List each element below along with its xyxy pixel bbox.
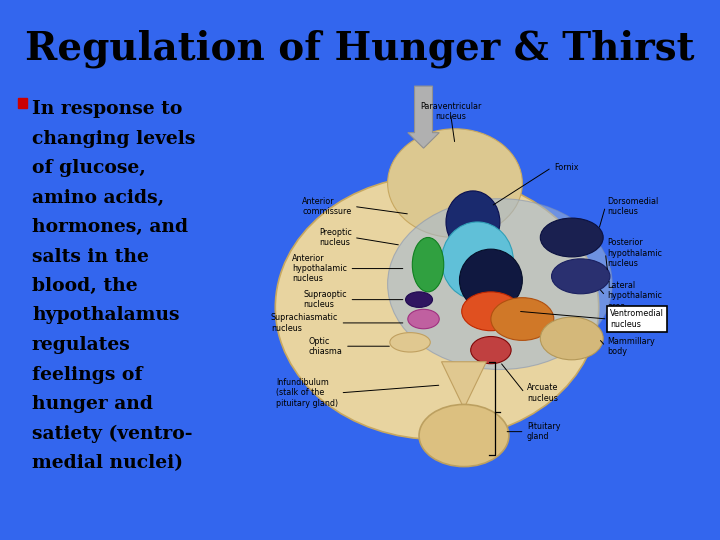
Ellipse shape xyxy=(462,292,520,330)
Text: Arcuate
nucleus: Arcuate nucleus xyxy=(527,383,558,402)
Ellipse shape xyxy=(491,298,554,340)
Ellipse shape xyxy=(471,336,511,364)
Text: Ventromedial
nucleus: Ventromedial nucleus xyxy=(610,309,664,329)
Text: Preoptic
nucleus: Preoptic nucleus xyxy=(319,228,351,247)
Text: Paraventricular
nucleus: Paraventricular nucleus xyxy=(420,102,481,121)
Bar xyxy=(18,98,27,108)
Text: Anterior
hypothalamic
nucleus: Anterior hypothalamic nucleus xyxy=(292,254,347,284)
Ellipse shape xyxy=(387,199,612,369)
Text: amino acids,: amino acids, xyxy=(32,188,164,206)
Ellipse shape xyxy=(459,249,522,311)
Text: Pituitary
gland: Pituitary gland xyxy=(527,422,560,441)
Text: Infundibulum
(stalk of the
pituitary gland): Infundibulum (stalk of the pituitary gla… xyxy=(276,378,338,408)
Text: hormones, and: hormones, and xyxy=(32,218,188,236)
Ellipse shape xyxy=(552,259,610,294)
Text: Posterior
hypothalamic
nucleus: Posterior hypothalamic nucleus xyxy=(608,238,662,268)
Text: In response to: In response to xyxy=(32,100,182,118)
Ellipse shape xyxy=(540,218,603,257)
Polygon shape xyxy=(441,362,487,408)
Ellipse shape xyxy=(405,292,433,307)
Text: Anterior
commissure: Anterior commissure xyxy=(302,197,351,216)
Text: medial nuclei): medial nuclei) xyxy=(32,454,183,472)
Text: Mammillary
body: Mammillary body xyxy=(608,336,655,356)
Text: satiety (ventro-: satiety (ventro- xyxy=(32,424,192,443)
Ellipse shape xyxy=(441,222,513,300)
Ellipse shape xyxy=(540,317,603,360)
Text: salts in the: salts in the xyxy=(32,247,149,266)
Text: Regulation of Hunger & Thirst: Regulation of Hunger & Thirst xyxy=(25,30,695,69)
Ellipse shape xyxy=(275,176,599,440)
Text: hunger and: hunger and xyxy=(32,395,153,413)
Text: of glucose,: of glucose, xyxy=(32,159,146,177)
Text: feelings of: feelings of xyxy=(32,366,143,383)
Text: Lateral
hypothalamic
area: Lateral hypothalamic area xyxy=(608,281,662,310)
Text: changing levels: changing levels xyxy=(32,130,195,147)
Text: Dorsomedial
nucleus: Dorsomedial nucleus xyxy=(608,197,659,216)
Ellipse shape xyxy=(413,238,444,292)
Text: Suprachiasmatic
nucleus: Suprachiasmatic nucleus xyxy=(271,313,338,333)
Ellipse shape xyxy=(408,309,439,329)
Ellipse shape xyxy=(390,333,431,352)
Text: Optic
chiasma: Optic chiasma xyxy=(309,336,343,356)
Text: blood, the: blood, the xyxy=(32,277,138,295)
Ellipse shape xyxy=(387,129,522,238)
Text: Supraoptic
nucleus: Supraoptic nucleus xyxy=(304,290,347,309)
Ellipse shape xyxy=(419,404,509,467)
Ellipse shape xyxy=(446,191,500,253)
Text: regulates: regulates xyxy=(32,336,131,354)
Text: Fornix: Fornix xyxy=(554,163,578,172)
Text: hypothalamus: hypothalamus xyxy=(32,307,179,325)
FancyArrow shape xyxy=(408,86,439,148)
